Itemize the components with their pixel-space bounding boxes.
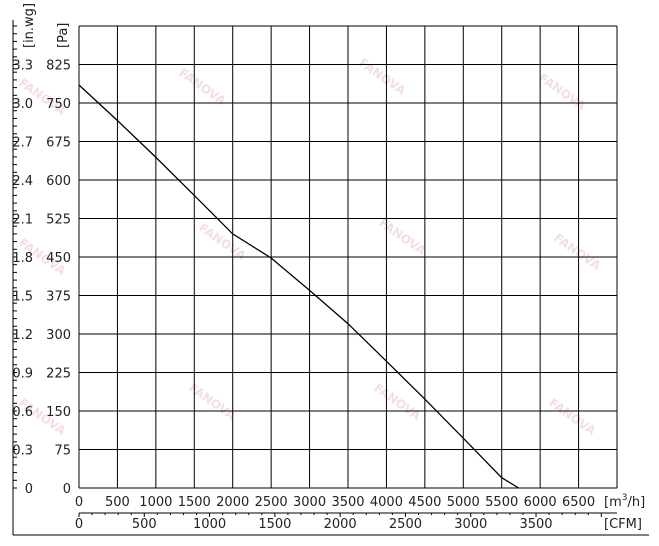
x-unit-cfm: [CFM] (604, 517, 642, 532)
y-tick-label-pa-525: 525 (46, 213, 71, 228)
watermark-text-2: FANOVA (536, 71, 589, 114)
y-tick-label-pa-300: 300 (46, 328, 71, 343)
x-tick-label-m3h-2500: 2500 (255, 495, 288, 510)
x-tick-label-m3h-500: 500 (105, 495, 130, 510)
y-axis-labels: 0 75 150 225 300 375 450 525 600 675 750 825 0 0.3 0.6… (12, 59, 71, 498)
y-minor-ticks (12, 25, 17, 489)
y-tick-label-pa-825: 825 (46, 59, 71, 74)
y-tick-label-pa-225: 225 (46, 367, 71, 382)
x-tick-label-m3h-4000: 4000 (370, 495, 403, 510)
series-layer (78, 84, 519, 489)
y-tick-label-inwg-2.1: 2.1 (12, 213, 33, 228)
y-tick-label-inwg-0: 0 (25, 482, 33, 497)
x-tick-label-m3h-5000: 5000 (447, 495, 480, 510)
y-tick-label-pa-675: 675 (46, 136, 71, 151)
watermark-layer: FANOVA FANOVA FANOVA FANOVA FANOVA FANOVA FANO… (16, 56, 604, 439)
x-tick-label-m3h-5500: 5500 (485, 495, 518, 510)
x-tick-label-cfm-1500: 1500 (258, 517, 291, 532)
y-tick-label-pa-375: 375 (46, 290, 71, 305)
x-tick-label-m3h-6000: 6000 (524, 495, 557, 510)
x-tick-label-m3h-4500: 4500 (408, 495, 441, 510)
x-tick-label-m3h-1000: 1000 (139, 495, 172, 510)
watermark-text-5: FANOVA (551, 231, 604, 274)
y-unit-pa: [Pa] (56, 23, 71, 48)
x-tick-label-cfm-1000: 1000 (193, 517, 226, 532)
y-tick-label-inwg-0.3: 0.3 (12, 444, 33, 459)
y-tick-label-inwg-2.4: 2.4 (12, 174, 33, 189)
y-tick-label-inwg-3.0: 3.0 (12, 97, 33, 112)
x-tick-label-m3h-0: 0 (75, 495, 83, 510)
x-unit-m3h-tail: /h] (627, 495, 645, 510)
y-tick-label-pa-750: 750 (46, 97, 71, 112)
y-tick-label-pa-75: 75 (54, 444, 71, 459)
watermark-text-7: FANOVA (371, 381, 424, 424)
y-tick-label-pa-450: 450 (46, 251, 71, 266)
y-tick-label-pa-600: 600 (46, 174, 71, 189)
x-tick-label-cfm-3000: 3000 (454, 517, 487, 532)
x-tick-label-m3h-3500: 3500 (331, 495, 364, 510)
x-unit-m3h-sup: 3 (622, 493, 628, 503)
x-axis-labels: 0 500 1000 1500 2000 2500 3000 3500 4000 4500 5000… (75, 495, 617, 532)
y-tick-label-inwg-0.9: 0.9 (12, 367, 33, 382)
series-line-0 (78, 84, 519, 489)
y-tick-label-inwg-1.8: 1.8 (12, 251, 33, 266)
x-tick-label-m3h-2000: 2000 (216, 495, 249, 510)
y-tick-label-inwg-0.6: 0.6 (12, 405, 33, 420)
watermark-text-0: FANOVA (176, 66, 229, 109)
y-tick-label-inwg-2.7: 2.7 (12, 136, 33, 151)
y-tick-label-inwg-1.5: 1.5 (12, 290, 33, 305)
x-tick-label-m3h-6500: 6500 (562, 495, 595, 510)
x-tick-label-cfm-2000: 2000 (324, 517, 357, 532)
x-tick-label-m3h-3000: 3000 (293, 495, 326, 510)
grid-lines (12, 20, 649, 536)
x-tick-label-cfm-2500: 2500 (389, 517, 422, 532)
watermark-text-1: FANOVA (356, 56, 409, 99)
x-tick-label-cfm-0: 0 (75, 517, 83, 532)
y-tick-label-pa-150: 150 (46, 405, 71, 420)
y-tick-label-inwg-1.2: 1.2 (12, 328, 33, 343)
watermark-text-4: FANOVA (376, 216, 429, 259)
x-tick-label-m3h-1500: 1500 (178, 495, 211, 510)
x-unit-m3h: [m3/h] (604, 493, 645, 510)
x-unit-m3h-base: [m (604, 495, 622, 510)
y-unit-inwg: [in.wg] (22, 3, 37, 48)
x-tick-label-cfm-500: 500 (132, 517, 157, 532)
watermark-text-8: FANOVA (546, 396, 599, 439)
x-tick-label-cfm-3500: 3500 (519, 517, 552, 532)
y-tick-label-pa-0: 0 (63, 482, 71, 497)
y-tick-label-inwg-3.3: 3.3 (12, 59, 33, 74)
